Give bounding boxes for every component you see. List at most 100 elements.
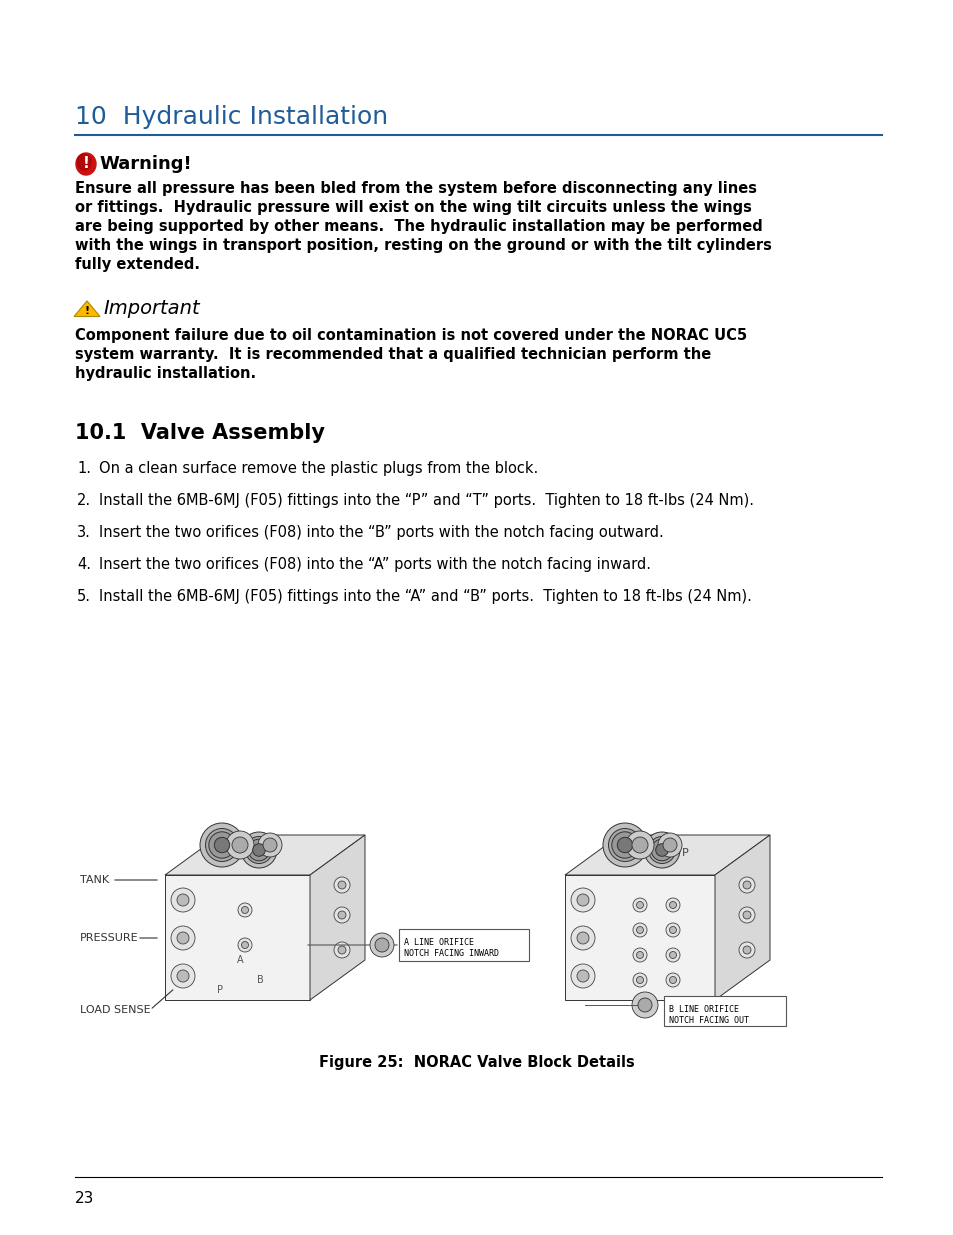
Circle shape [200,823,244,867]
Circle shape [658,832,681,857]
Text: Ensure all pressure has been bled from the system before disconnecting any lines: Ensure all pressure has been bled from t… [75,182,757,196]
Circle shape [739,942,754,958]
Circle shape [638,998,651,1011]
Text: hydraulic installation.: hydraulic installation. [75,366,255,382]
Polygon shape [564,835,769,876]
Text: system warranty.  It is recommended that a qualified technician perform the: system warranty. It is recommended that … [75,347,711,362]
Circle shape [665,898,679,911]
Circle shape [237,903,252,918]
Circle shape [237,939,252,952]
Text: or fittings.  Hydraulic pressure will exist on the wing tilt circuits unless the: or fittings. Hydraulic pressure will exi… [75,200,751,215]
Circle shape [636,951,643,958]
Circle shape [665,973,679,987]
Circle shape [643,832,679,868]
Circle shape [177,932,189,944]
Circle shape [263,839,276,852]
Polygon shape [74,301,100,316]
Polygon shape [714,835,769,1000]
Circle shape [232,837,248,853]
Circle shape [241,941,248,948]
Text: P: P [216,986,223,995]
Text: 10  Hydraulic Installation: 10 Hydraulic Installation [75,105,388,128]
Text: Insert the two orifices (F08) into the “A” ports with the notch facing inward.: Insert the two orifices (F08) into the “… [99,557,650,572]
Circle shape [209,832,235,858]
Circle shape [337,946,346,953]
Polygon shape [310,835,365,1000]
Circle shape [577,969,588,982]
Circle shape [633,898,646,911]
Circle shape [205,829,238,862]
Text: Figure 25:  NORAC Valve Block Details: Figure 25: NORAC Valve Block Details [319,1055,634,1070]
Circle shape [337,881,346,889]
Text: Warning!: Warning! [99,156,192,173]
Circle shape [334,877,350,893]
Circle shape [241,906,248,914]
Text: 3.: 3. [77,525,91,540]
Circle shape [669,926,676,934]
Circle shape [742,881,750,889]
Circle shape [226,831,253,860]
Text: !: ! [83,157,90,172]
Circle shape [571,926,595,950]
Circle shape [602,823,646,867]
Circle shape [253,844,265,856]
Circle shape [257,832,282,857]
Text: LOAD SENSE: LOAD SENSE [80,1005,151,1015]
Circle shape [577,894,588,906]
Text: 10.1  Valve Assembly: 10.1 Valve Assembly [75,424,325,443]
Text: B: B [256,974,263,986]
Circle shape [214,837,230,852]
Text: On a clean surface remove the plastic plugs from the block.: On a clean surface remove the plastic pl… [99,461,537,475]
Circle shape [245,836,273,863]
FancyBboxPatch shape [398,929,529,961]
Circle shape [370,932,394,957]
Polygon shape [165,835,365,876]
Circle shape [177,969,189,982]
Text: NOTCH FACING OUT: NOTCH FACING OUT [668,1016,748,1025]
Circle shape [241,832,276,868]
Text: TANK: TANK [80,876,109,885]
Circle shape [633,973,646,987]
Ellipse shape [77,154,91,170]
Circle shape [739,906,754,923]
Ellipse shape [76,153,96,175]
Text: A LINE ORIFICE: A LINE ORIFICE [403,939,474,947]
FancyBboxPatch shape [663,995,785,1026]
Circle shape [651,840,672,861]
Polygon shape [165,876,310,1000]
Polygon shape [564,876,714,1000]
Circle shape [248,840,270,861]
Circle shape [611,832,638,858]
Text: with the wings in transport position, resting on the ground or with the tilt cyl: with the wings in transport position, re… [75,238,771,253]
Circle shape [636,977,643,983]
Circle shape [631,837,647,853]
Circle shape [636,902,643,909]
Text: NOTCH FACING INWARD: NOTCH FACING INWARD [403,948,498,958]
Circle shape [608,829,640,862]
Circle shape [665,948,679,962]
Circle shape [669,902,676,909]
Text: PRESSURE: PRESSURE [80,932,138,944]
Circle shape [636,926,643,934]
Circle shape [171,926,194,950]
Circle shape [334,942,350,958]
Circle shape [742,946,750,953]
Circle shape [669,951,676,958]
Text: P: P [680,848,688,858]
Text: Component failure due to oil contamination is not covered under the NORAC UC5: Component failure due to oil contaminati… [75,329,746,343]
Text: 4.: 4. [77,557,91,572]
Circle shape [571,888,595,911]
Circle shape [617,837,632,852]
Circle shape [334,906,350,923]
Text: 2.: 2. [77,493,91,508]
Circle shape [571,965,595,988]
Text: !: ! [85,306,90,316]
Circle shape [669,977,676,983]
Circle shape [739,877,754,893]
Circle shape [171,965,194,988]
Circle shape [648,836,675,863]
Circle shape [337,911,346,919]
Circle shape [171,888,194,911]
Text: A: A [236,955,243,965]
Circle shape [631,992,658,1018]
